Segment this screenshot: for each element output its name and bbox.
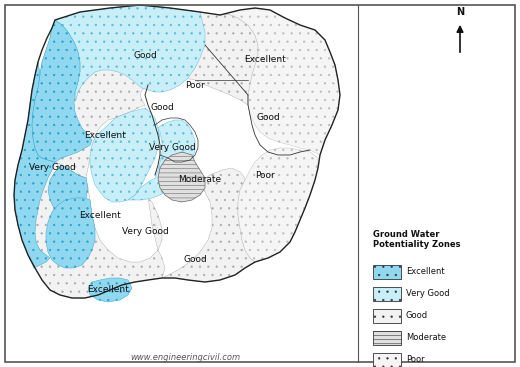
Polygon shape [32, 20, 92, 162]
Bar [373, 353, 401, 367]
Text: Good: Good [183, 255, 207, 265]
Text: www.engineeringcivil.com: www.engineeringcivil.com [130, 352, 240, 361]
Text: Poor: Poor [255, 171, 275, 179]
Polygon shape [14, 62, 55, 268]
Text: Excellent: Excellent [244, 55, 286, 65]
Bar [373, 287, 401, 301]
Polygon shape [238, 148, 318, 262]
Text: Moderate: Moderate [406, 334, 446, 342]
Polygon shape [158, 152, 205, 202]
Polygon shape [55, 5, 205, 100]
Polygon shape [46, 198, 95, 268]
Bar [373, 265, 401, 279]
Polygon shape [88, 278, 132, 302]
Text: Excellent: Excellent [79, 211, 121, 219]
Bar [373, 331, 401, 345]
Text: Excellent: Excellent [406, 268, 445, 276]
Polygon shape [32, 5, 258, 178]
Polygon shape [220, 8, 340, 155]
Text: Very Good: Very Good [406, 290, 450, 298]
Text: Good: Good [133, 51, 157, 59]
Text: Poor: Poor [185, 80, 205, 90]
Text: Moderate: Moderate [178, 175, 222, 185]
Text: Excellent: Excellent [84, 131, 126, 139]
Text: Good: Good [256, 113, 280, 123]
Polygon shape [128, 120, 195, 200]
Polygon shape [90, 108, 160, 202]
Text: Ground Water
Potentiality Zones: Ground Water Potentiality Zones [373, 230, 461, 250]
Text: Poor: Poor [406, 356, 425, 364]
Text: Excellent: Excellent [87, 286, 129, 294]
Text: N: N [456, 7, 464, 17]
Text: Very Good: Very Good [29, 164, 75, 172]
Polygon shape [162, 168, 255, 282]
Text: Very Good: Very Good [122, 228, 168, 236]
Bar [373, 309, 401, 323]
Polygon shape [14, 62, 165, 298]
Text: Good: Good [150, 103, 174, 113]
Text: Very Good: Very Good [149, 143, 196, 153]
Text: Good: Good [406, 312, 428, 320]
Polygon shape [48, 165, 88, 218]
